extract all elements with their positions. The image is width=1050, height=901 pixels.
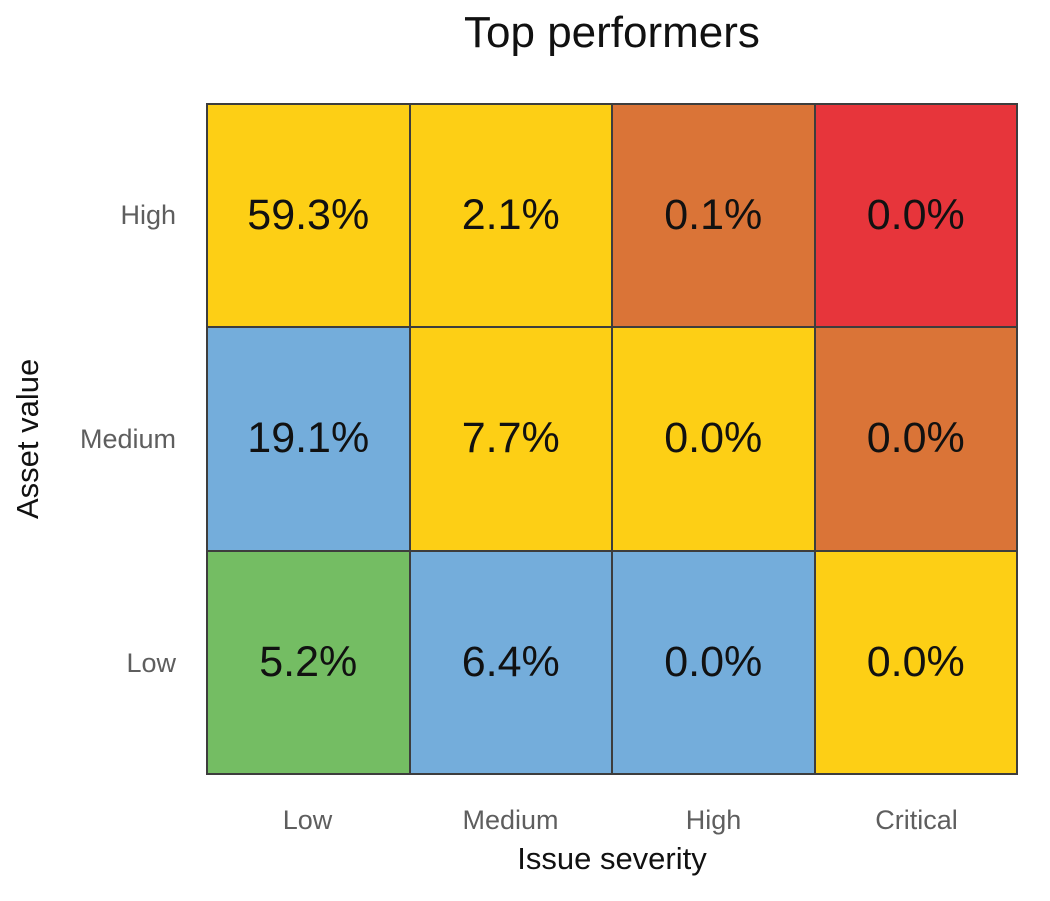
x-tick-high: High bbox=[685, 804, 742, 835]
heatmap-cell: 59.3% bbox=[208, 105, 409, 327]
heatmap-cell: 2.1% bbox=[410, 105, 611, 327]
heatmap-cell: 0.0% bbox=[815, 105, 1016, 327]
x-tick-low: Low bbox=[282, 804, 333, 835]
y-tick-medium: Medium bbox=[79, 423, 176, 454]
heatmap-cell: 0.0% bbox=[815, 328, 1016, 550]
y-axis-tick-labels: High Medium Low bbox=[0, 103, 176, 775]
heatmap-cell: 6.4% bbox=[410, 551, 611, 773]
heatmap-cell: 0.0% bbox=[613, 551, 814, 773]
heatmap-cell: 0.0% bbox=[815, 551, 1016, 773]
y-tick-low: Low bbox=[126, 647, 176, 678]
y-tick-high: High bbox=[120, 199, 176, 230]
heatmap-cell: 19.1% bbox=[208, 328, 409, 550]
x-axis-tick-labels: Low Medium High Critical bbox=[206, 802, 1018, 838]
x-tick-medium: Medium bbox=[462, 804, 559, 835]
heatmap-cell: 5.2% bbox=[208, 551, 409, 773]
heatmap-cell: 7.7% bbox=[410, 328, 611, 550]
heatmap-grid: 59.3% 2.1% 0.1% 0.0% 19.1% 7.7% 0.0% 0.0… bbox=[206, 103, 1018, 775]
chart-title: Top performers bbox=[464, 8, 760, 57]
heatmap-cell: 0.1% bbox=[613, 105, 814, 327]
x-tick-critical: Critical bbox=[875, 804, 958, 835]
x-axis-title: Issue severity bbox=[517, 841, 707, 876]
heatmap-cell: 0.0% bbox=[613, 328, 814, 550]
